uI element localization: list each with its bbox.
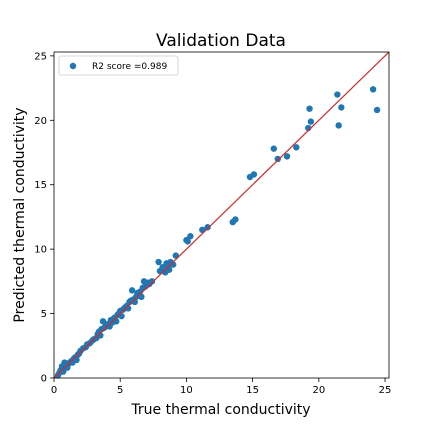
x-tick-label: 20 bbox=[312, 385, 325, 396]
data-point bbox=[159, 263, 166, 271]
x-axis-label: True thermal conductivity bbox=[130, 402, 310, 418]
plot-frame bbox=[53, 51, 390, 379]
data-point bbox=[187, 233, 194, 240]
data-point bbox=[334, 91, 341, 98]
legend-label: R2 score =0.989 bbox=[92, 62, 167, 72]
y-tick-label: 0 bbox=[41, 374, 47, 385]
y-tick-label: 25 bbox=[34, 51, 47, 62]
data-point bbox=[148, 278, 156, 285]
data-point bbox=[369, 86, 377, 93]
data-point bbox=[338, 104, 345, 111]
legend: R2 score =0.989 bbox=[58, 55, 179, 76]
chart-title: Validation Data bbox=[156, 31, 286, 51]
y-tick-label: 10 bbox=[34, 245, 47, 256]
data-point bbox=[274, 155, 281, 163]
points-layer bbox=[54, 86, 381, 379]
legend-box bbox=[58, 55, 179, 76]
y-tick-label: 15 bbox=[34, 180, 47, 191]
data-point bbox=[184, 238, 191, 245]
data-point bbox=[232, 216, 239, 223]
data-point bbox=[99, 318, 107, 325]
legend-marker bbox=[69, 62, 77, 70]
y-tick-label: 20 bbox=[34, 116, 47, 127]
data-point bbox=[293, 144, 300, 151]
data-point bbox=[128, 287, 136, 294]
x-tick-label: 5 bbox=[117, 385, 123, 396]
x-tick-label: 25 bbox=[379, 385, 392, 396]
data-point bbox=[204, 224, 211, 231]
data-point bbox=[373, 106, 381, 114]
reference-line bbox=[54, 52, 389, 378]
data-point bbox=[270, 145, 277, 152]
x-axis-ticks: 0 5 10 15 20 25 bbox=[51, 378, 392, 396]
data-point bbox=[335, 122, 342, 129]
reference-line-layer bbox=[54, 52, 389, 378]
data-point bbox=[155, 258, 162, 266]
y-axis-ticks: 0 5 10 15 20 25 bbox=[34, 51, 54, 385]
data-point bbox=[306, 105, 313, 112]
x-tick-label: 15 bbox=[246, 385, 259, 396]
data-point bbox=[307, 118, 315, 125]
x-tick-label: 0 bbox=[51, 385, 57, 396]
y-tick-label: 5 bbox=[41, 309, 47, 320]
y-axis-label: Predicted thermal conductivity bbox=[12, 107, 28, 322]
data-point bbox=[250, 171, 258, 178]
data-point bbox=[283, 153, 291, 160]
x-tick-label: 10 bbox=[180, 385, 193, 396]
